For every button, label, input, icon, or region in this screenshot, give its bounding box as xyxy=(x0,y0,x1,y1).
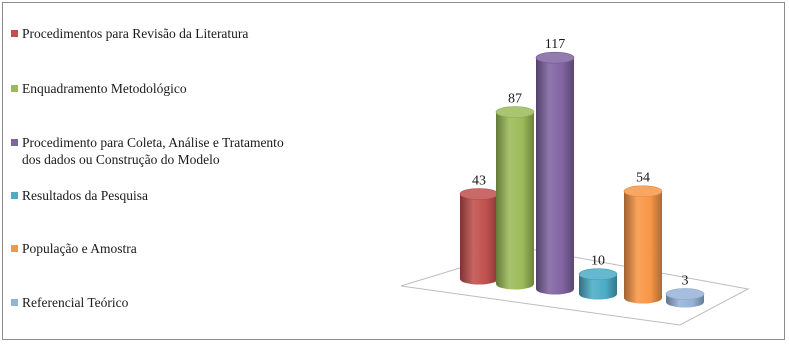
bar-top xyxy=(495,106,535,118)
legend-label: Procedimento para Coleta, Análise e Trat… xyxy=(22,135,284,167)
bar-body xyxy=(536,57,574,295)
legend-swatch xyxy=(11,245,18,252)
bar-top xyxy=(535,51,575,64)
bar-top xyxy=(459,188,499,200)
bar-top xyxy=(665,288,705,300)
legend: Procedimentos para Revisão da Literatura… xyxy=(11,3,351,339)
legend-label: Resultados da Pesquisa xyxy=(22,188,148,203)
data-label: 87 xyxy=(508,92,522,107)
floor-plane xyxy=(400,247,750,326)
legend-swatch xyxy=(11,299,18,306)
legend-label: População e Amostra xyxy=(22,241,137,256)
legend-item-enquadramento: Enquadramento Metodológico xyxy=(11,80,351,97)
legend-item-coleta-analise: Procedimento para Coleta, Análise e Trat… xyxy=(11,134,351,168)
legend-swatch xyxy=(11,30,18,37)
legend-item-revisao-literatura: Procedimentos para Revisão da Literatura xyxy=(11,25,351,42)
legend-swatch xyxy=(11,192,18,199)
legend-item-referencial: Referencial Teórico xyxy=(11,294,351,311)
legend-item-populacao: População e Amostra xyxy=(11,240,351,257)
bars-group: 43 87 117 10 54 3 xyxy=(459,37,705,308)
legend-label: Procedimentos para Revisão da Literatura xyxy=(22,26,249,41)
data-label: 3 xyxy=(682,274,689,289)
bar-top xyxy=(623,185,663,198)
data-label: 10 xyxy=(591,254,605,269)
legend-item-resultados: Resultados da Pesquisa xyxy=(11,187,351,204)
legend-label: Enquadramento Metodológico xyxy=(22,81,187,96)
bar-body xyxy=(460,193,498,285)
bar-body xyxy=(579,274,617,300)
bar-body xyxy=(624,191,662,304)
data-label: 117 xyxy=(545,37,565,52)
bar-body xyxy=(496,112,534,290)
plot-area: 43 87 117 10 54 3 xyxy=(400,37,750,326)
data-label: 54 xyxy=(636,171,650,186)
legend-swatch xyxy=(11,85,18,92)
chart-frame: Procedimentos para Revisão da Literatura… xyxy=(2,2,785,340)
legend-swatch xyxy=(11,139,18,146)
bar-top xyxy=(578,268,618,281)
data-label: 43 xyxy=(472,173,486,188)
legend-label: Referencial Teórico xyxy=(22,295,129,310)
